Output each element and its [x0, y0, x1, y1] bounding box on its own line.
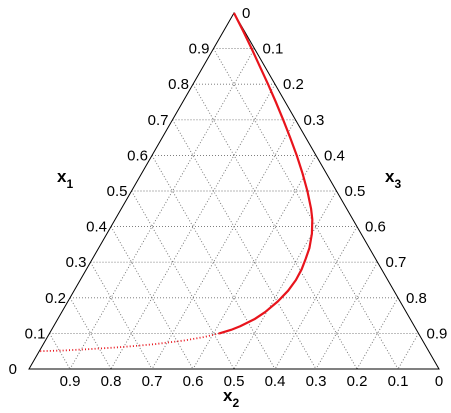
axis-label-x2: x2 — [223, 386, 239, 410]
tick-label-x1: 0.9 — [189, 41, 210, 58]
grid-lines — [49, 48, 419, 370]
tick-label-x2: 0 — [435, 373, 443, 390]
tick-label-x3: 0.1 — [263, 41, 284, 58]
tick-label-x1: 0.1 — [25, 325, 46, 342]
axis-label-x3: x3 — [385, 167, 401, 191]
data-series — [39, 12, 314, 353]
grid-line-x2 — [192, 83, 358, 370]
axis-labels: x1 x2 x3 — [57, 167, 401, 410]
corner-label-bottom-left: 0 — [9, 361, 17, 378]
grid-line-x2 — [213, 48, 399, 370]
tick-label-x2: 0.8 — [101, 373, 122, 390]
series-line-dotted — [39, 332, 220, 353]
tick-label-x2: 0.5 — [224, 373, 245, 390]
tick-label-x3: 0.7 — [386, 254, 407, 271]
tick-label-x2: 0.2 — [347, 373, 368, 390]
tick-label-x3: 0.6 — [365, 219, 386, 236]
grid-line-x3 — [233, 190, 337, 370]
grid-line-x2 — [151, 155, 276, 370]
tick-label-x1: 0.6 — [127, 147, 148, 164]
series-line-solid — [218, 12, 314, 335]
tick-label-x2: 0.9 — [60, 373, 81, 390]
tick-label-x3: 0.2 — [283, 76, 304, 93]
tick-label-x1: 0.8 — [168, 76, 189, 93]
grid-line-x3 — [192, 155, 317, 370]
tick-labels: 0.1 0.2 0.3 0.4 0.5 0.6 0.7 0.8 0.9 0 0.1 0.2 0.3 0.4… — [9, 5, 448, 390]
grid-line-x3 — [315, 261, 378, 370]
grid-line-x2 — [90, 261, 153, 370]
tick-label-x3: 0.8 — [406, 290, 427, 307]
axis-label-x1: x1 — [57, 167, 73, 191]
grid-line-x2 — [131, 190, 235, 370]
grid-line-x2 — [49, 333, 71, 370]
tick-label-x3: 0.9 — [427, 325, 448, 342]
grid-line-x3 — [274, 226, 358, 370]
tick-label-x3: 0.3 — [304, 112, 325, 129]
triangle-outline — [28, 11, 440, 370]
tick-label-x1: 0.5 — [107, 183, 128, 200]
tick-label-x1: 0.7 — [148, 112, 169, 129]
tick-label-x1: 0.2 — [45, 290, 66, 307]
grid-line-x2 — [172, 119, 317, 370]
tick-label-x3: 0.4 — [324, 147, 345, 164]
grid-line-x3 — [397, 333, 419, 370]
tick-label-x3: 0 — [242, 5, 250, 22]
tick-label-x1: 0.3 — [66, 254, 87, 271]
triangle-frame — [28, 11, 440, 370]
grid-line-x2 — [110, 226, 194, 370]
tick-label-x2: 0.1 — [388, 373, 409, 390]
tick-label-x2: 0.7 — [142, 373, 163, 390]
grid-line-x3 — [110, 83, 276, 370]
tick-label-x2: 0.6 — [183, 373, 204, 390]
tick-label-x3: 0.5 — [345, 183, 366, 200]
grid-line-x3 — [69, 48, 255, 370]
tick-label-x1: 0.4 — [86, 219, 107, 236]
tick-label-x2: 0.3 — [306, 373, 327, 390]
tick-label-x2: 0.4 — [265, 373, 286, 390]
